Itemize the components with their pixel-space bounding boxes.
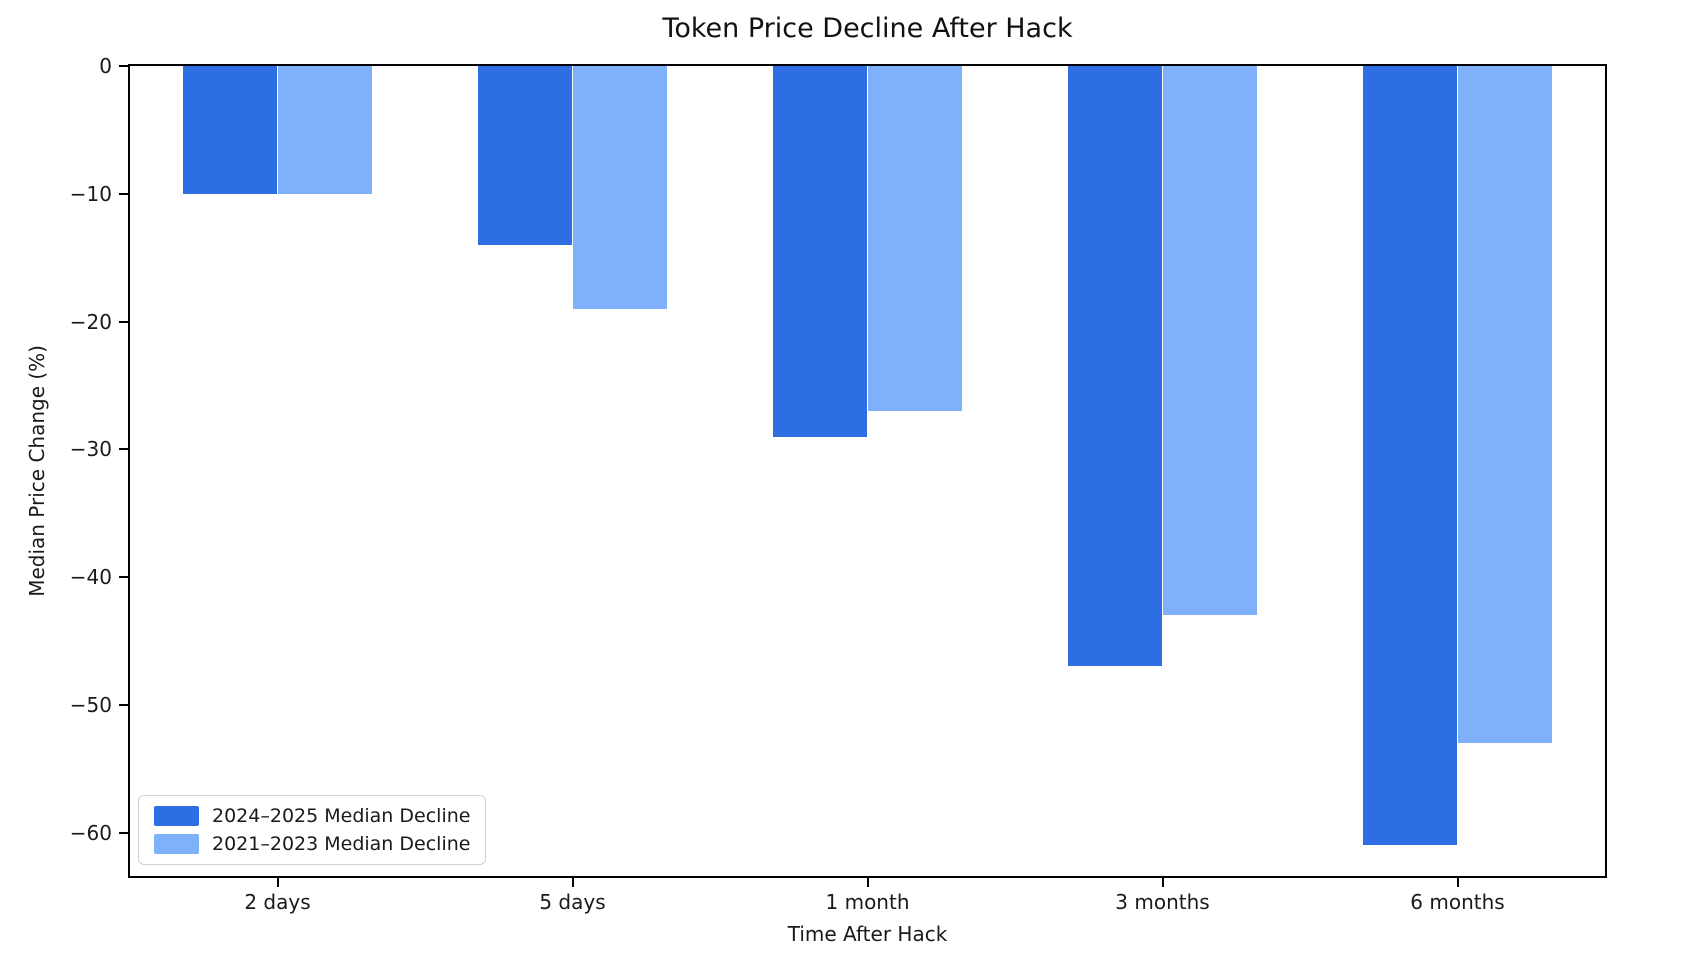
bar-group-0 xyxy=(130,66,425,876)
x-tick-mark-2 xyxy=(866,878,869,887)
bar-series0-0 xyxy=(182,66,277,194)
bar-group-1 xyxy=(425,66,720,876)
bar-series1-0 xyxy=(278,66,373,194)
x-tick-label-4: 6 months xyxy=(1410,890,1505,914)
legend-label-1: 2021–2023 Median Decline xyxy=(212,833,471,855)
legend-swatch-0 xyxy=(154,806,199,826)
y-tick-label-1: −10 xyxy=(69,181,112,206)
bar-series0-3 xyxy=(1067,66,1162,667)
y-tick-label-6: −60 xyxy=(69,820,112,845)
x-tick-mark-4 xyxy=(1456,878,1459,887)
bar-group-4 xyxy=(1310,66,1605,876)
y-tick-mark-6 xyxy=(119,831,128,834)
x-tick-label-3: 3 months xyxy=(1115,890,1210,914)
y-axis-label: Median Price Change (%) xyxy=(16,64,58,878)
legend-item-0: 2024–2025 Median Decline xyxy=(154,805,470,827)
y-tick-mark-5 xyxy=(119,703,128,706)
y-tick-label-4: −40 xyxy=(69,565,112,590)
x-tick-label-0: 2 days xyxy=(244,890,311,914)
plot-area: 0 −10 −20 −30 −40 −50 −60 2 days 5 days 1 month 3… xyxy=(70,54,1607,946)
legend-swatch-1 xyxy=(154,834,199,854)
y-tick-mark-2 xyxy=(119,320,128,323)
chart-title: Token Price Decline After Hack xyxy=(662,13,1073,44)
x-tick-mark-1 xyxy=(571,878,574,887)
y-tick-label-2: −20 xyxy=(69,309,112,334)
y-tick-mark-3 xyxy=(119,448,128,451)
bar-series0-2 xyxy=(772,66,867,437)
x-tick-label-2: 1 month xyxy=(825,890,910,914)
bar-group-2 xyxy=(720,66,1015,876)
bar-series1-3 xyxy=(1163,66,1258,616)
bar-series1-4 xyxy=(1458,66,1553,744)
x-tick-mark-3 xyxy=(1161,878,1164,887)
x-tick-label-1: 5 days xyxy=(539,890,606,914)
y-tick-mark-1 xyxy=(119,192,128,195)
bar-series0-1 xyxy=(477,66,572,245)
y-tick-mark-4 xyxy=(119,576,128,579)
legend-label-0: 2024–2025 Median Decline xyxy=(212,805,471,827)
y-axis-label-text: Median Price Change (%) xyxy=(25,345,49,597)
y-tick-label-3: −30 xyxy=(69,437,112,462)
x-axis-label: Time After Hack xyxy=(787,922,948,946)
legend: 2024–2025 Median Decline 2021–2023 Median… xyxy=(138,795,487,865)
bar-series0-4 xyxy=(1362,66,1457,846)
bar-groups xyxy=(130,66,1605,876)
bar-group-3 xyxy=(1015,66,1310,876)
y-tick-mark-0 xyxy=(119,65,128,67)
bar-series1-2 xyxy=(868,66,963,411)
y-tick-label-0: 0 xyxy=(99,54,112,78)
bar-series1-1 xyxy=(573,66,668,309)
y-tick-label-5: −50 xyxy=(69,692,112,717)
x-tick-mark-0 xyxy=(276,878,279,887)
legend-item-1: 2021–2023 Median Decline xyxy=(154,833,470,855)
